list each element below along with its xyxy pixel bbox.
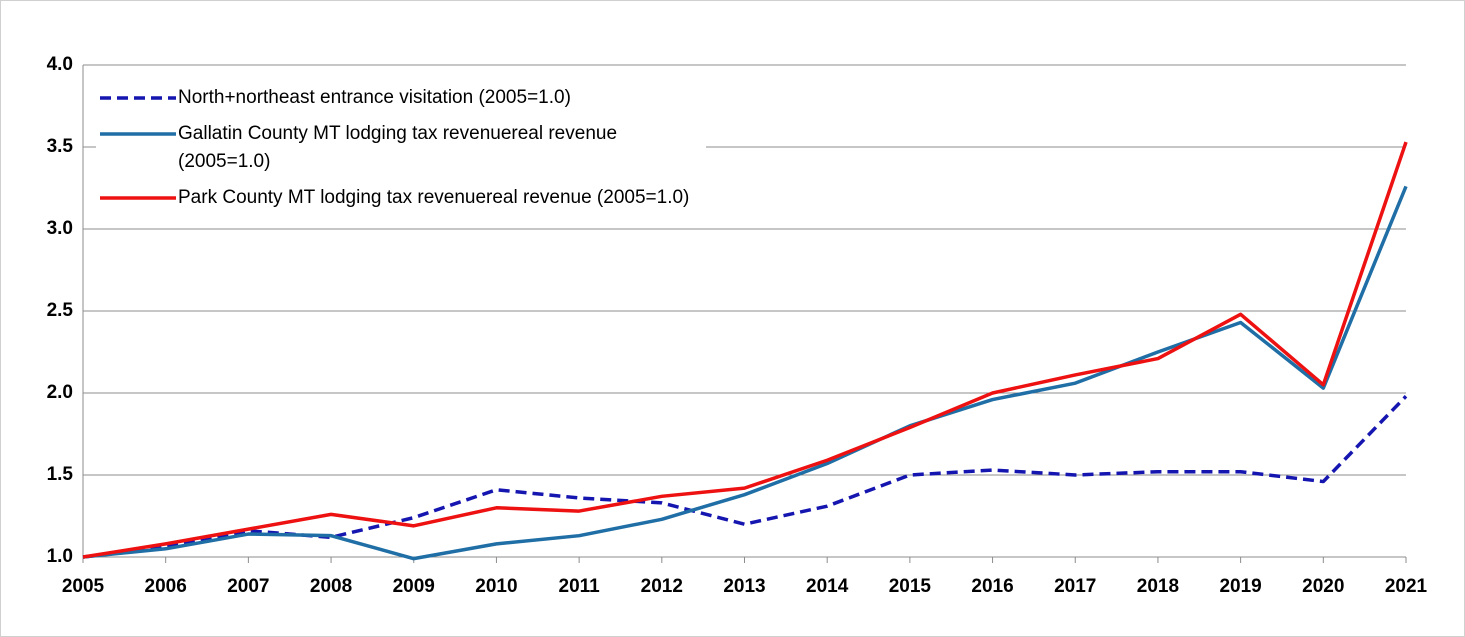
y-tick-label: 3.0 bbox=[47, 218, 73, 239]
x-tick-label: 2007 bbox=[227, 576, 269, 597]
legend-swatch bbox=[100, 132, 176, 136]
x-tick-label: 2011 bbox=[559, 576, 601, 597]
x-tick-label: 2015 bbox=[889, 576, 932, 597]
x-tick-label: 2005 bbox=[62, 576, 105, 597]
legend-entry: Gallatin County MT lodging tax revenuere… bbox=[96, 120, 706, 176]
x-tick-label: 2014 bbox=[806, 576, 849, 597]
x-tick-label: 2018 bbox=[1137, 576, 1179, 597]
y-tick-label: 3.5 bbox=[47, 136, 74, 157]
x-tick-label: 2012 bbox=[641, 576, 683, 597]
x-tick-label: 2010 bbox=[475, 576, 517, 597]
y-tick-label: 2.5 bbox=[47, 300, 74, 321]
x-tick-label: 2016 bbox=[971, 576, 1013, 597]
legend-label: Park County MT lodging tax revenuereal r… bbox=[178, 187, 690, 208]
y-tick-label: 1.0 bbox=[47, 546, 73, 567]
x-tick-label: 2006 bbox=[145, 576, 187, 597]
legend-label: Gallatin County MT lodging tax revenuere… bbox=[178, 123, 618, 172]
legend-label: North+northeast entrance visitation (200… bbox=[178, 87, 571, 108]
legend: North+northeast entrance visitation (200… bbox=[96, 80, 706, 226]
legend-swatch bbox=[100, 96, 176, 100]
x-tick-label: 2013 bbox=[723, 576, 765, 597]
x-tick-label: 2009 bbox=[393, 576, 435, 597]
y-tick-label: 2.0 bbox=[47, 382, 73, 403]
y-tick-label: 4.0 bbox=[47, 54, 73, 75]
x-tick-label: 2019 bbox=[1219, 576, 1261, 597]
data-line bbox=[82, 141, 1408, 559]
x-tick-label: 2021 bbox=[1385, 576, 1428, 597]
legend-swatch bbox=[100, 196, 176, 200]
y-tick-label: 1.5 bbox=[47, 464, 74, 485]
x-tick-label: 2017 bbox=[1054, 576, 1096, 597]
legend-entry: Park County MT lodging tax revenuereal r… bbox=[96, 184, 706, 212]
legend-entry: North+northeast entrance visitation (200… bbox=[96, 84, 706, 112]
x-tick-label: 2020 bbox=[1302, 576, 1344, 597]
x-tick-label: 2008 bbox=[310, 576, 352, 597]
